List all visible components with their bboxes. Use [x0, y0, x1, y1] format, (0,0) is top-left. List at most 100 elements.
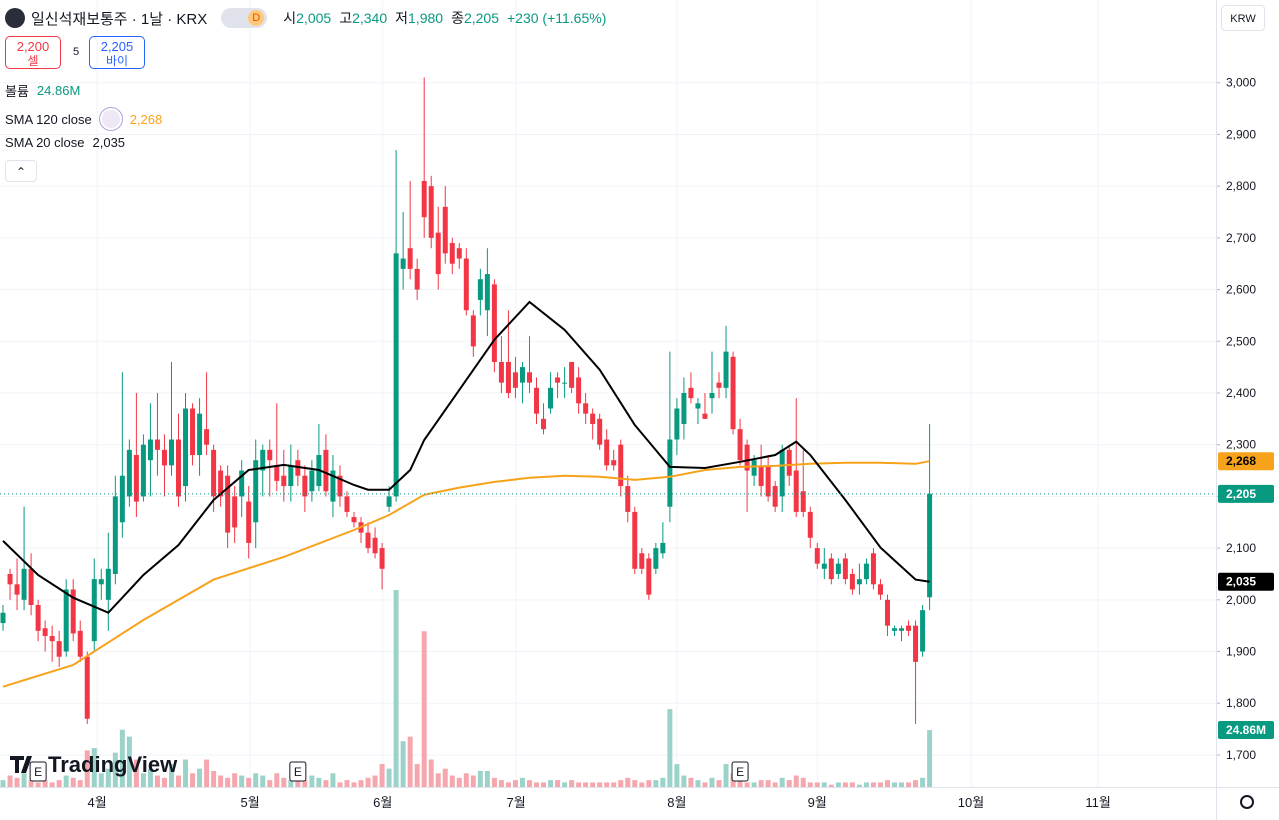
candle-body — [583, 403, 589, 414]
collapse-button[interactable]: ⌃ — [5, 160, 37, 182]
volume-bar — [519, 777, 525, 787]
candle-body — [667, 439, 673, 507]
indicator-value: 24.86M — [36, 83, 81, 98]
candle-body — [98, 579, 104, 585]
candle-body — [899, 628, 905, 631]
market-toggle[interactable]: D — [221, 8, 268, 28]
volume-bar — [597, 782, 603, 787]
volume-bar — [400, 741, 406, 787]
candle-body — [498, 361, 504, 383]
candle-body — [49, 636, 55, 642]
volume-bar — [267, 780, 273, 787]
volume-bar — [786, 780, 792, 787]
candle-body — [119, 475, 125, 523]
volume-bar — [225, 777, 231, 787]
candle-body — [639, 553, 645, 569]
candle-body — [267, 449, 273, 461]
candle-body — [604, 439, 610, 466]
volume-bar — [618, 780, 624, 787]
candle-body — [646, 558, 652, 595]
volume-bar — [204, 759, 210, 787]
candle-body — [548, 387, 554, 409]
volume-legend[interactable]: 볼륨 24.86M — [5, 81, 80, 100]
volume-bar — [393, 590, 399, 787]
candle-body — [204, 429, 210, 445]
candle-body — [772, 486, 778, 507]
sma20-legend[interactable]: SMA 20 close 2,035 — [5, 135, 125, 150]
volume-bar — [379, 764, 385, 787]
candle-body — [442, 206, 448, 254]
candle-body — [176, 439, 182, 497]
y-tick-label: 2,600 — [1226, 283, 1256, 297]
candle-body — [253, 460, 259, 523]
candle-body — [611, 460, 617, 466]
candle-body — [330, 470, 336, 502]
volume-bar — [112, 752, 118, 787]
x-tick-label: 7월 — [507, 795, 526, 810]
candle-body — [709, 392, 715, 399]
volume-bar — [548, 780, 554, 787]
volume-bar — [884, 780, 890, 787]
sma-line — [2, 300, 930, 614]
volume-bar — [484, 770, 490, 787]
volume-bar — [856, 784, 862, 787]
candle-body — [597, 418, 603, 445]
volume-bar — [632, 780, 638, 787]
volume-bar — [147, 768, 153, 787]
sell-button[interactable]: 2,200 셀 — [5, 36, 61, 69]
sma20-badge-bg — [1218, 572, 1274, 591]
candle-body — [365, 532, 371, 549]
sma120-legend[interactable]: SMA 120 close 2,268 — [5, 108, 162, 130]
volume-bar — [863, 782, 869, 787]
candle-body — [393, 253, 399, 497]
volume-bar — [449, 775, 455, 787]
symbol-title[interactable]: 일신석재보통주 · 1날 · KRX — [31, 10, 208, 28]
candle-body — [302, 475, 308, 497]
candle-body — [400, 258, 406, 269]
candle-body — [681, 392, 687, 425]
volume-bar — [63, 775, 69, 787]
settings-button[interactable] — [1240, 795, 1254, 809]
volume-bar — [232, 773, 238, 787]
y-tick-label: 2,100 — [1226, 541, 1256, 555]
volume-bar — [56, 780, 62, 787]
sell-price: 2,200 — [16, 39, 50, 54]
candle-body — [569, 361, 575, 388]
candle-body — [892, 628, 898, 631]
indicator-name: SMA 20 close — [5, 135, 85, 150]
volume-bar — [695, 780, 701, 787]
sma120-badge-bg — [1218, 452, 1274, 471]
candle-body — [161, 449, 167, 466]
refresh-icon[interactable] — [99, 108, 122, 130]
candle-body — [112, 496, 118, 574]
spread: 5 — [73, 46, 80, 58]
y-tick-label: 3,000 — [1226, 76, 1256, 90]
volume-bar — [190, 773, 196, 787]
buy-button[interactable]: 2,205 바이 — [89, 36, 145, 69]
candle-body — [421, 180, 427, 218]
volume-bar — [807, 782, 813, 787]
candle-body — [793, 470, 799, 512]
volume-bar — [246, 777, 252, 787]
volume-bar — [477, 770, 483, 787]
volume-bar — [84, 750, 90, 787]
volume-bar — [646, 780, 652, 787]
candle-body — [541, 418, 547, 430]
volume-bar — [590, 782, 596, 787]
volume-bar — [161, 777, 167, 787]
candle-body — [154, 439, 160, 450]
volume-bar — [835, 782, 841, 787]
volume-bar — [709, 777, 715, 787]
candle-body — [618, 444, 624, 487]
volume-bar — [660, 777, 666, 787]
candle-body — [660, 542, 666, 554]
currency-button[interactable]: KRW — [1221, 5, 1265, 31]
volume-bar — [49, 782, 55, 787]
volume-bar — [491, 777, 497, 787]
candle-body — [288, 465, 294, 487]
volume-bar — [576, 782, 582, 787]
volume-bar — [569, 780, 575, 787]
volume-bar — [176, 775, 182, 787]
indicator-value: 2,035 — [92, 135, 126, 150]
y-tick-label: 1,700 — [1226, 748, 1256, 762]
